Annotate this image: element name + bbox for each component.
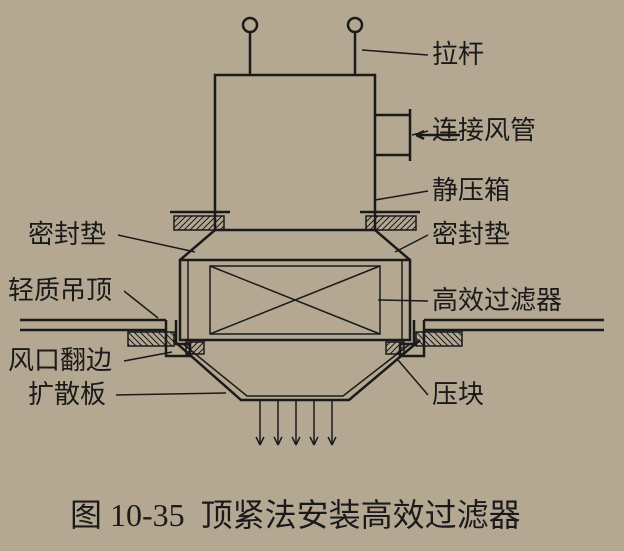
label-gasket-left: 密封垫 xyxy=(28,222,106,248)
label-plenum: 静压箱 xyxy=(432,178,510,204)
figure-caption: 图 10-35 顶紧法安装高效过滤器 xyxy=(70,490,521,536)
label-block: 压块 xyxy=(432,382,484,408)
caption-title: 顶紧法安装高效过滤器 xyxy=(201,497,521,533)
label-gasket-right: 密封垫 xyxy=(432,222,510,248)
label-duct: 连接风管 xyxy=(432,118,536,144)
diagram-page: 拉杆 连接风管 静压箱 密封垫 密封垫 轻质吊顶 高效过滤器 风口翻边 扩散板 … xyxy=(0,0,624,551)
label-flange: 风口翻边 xyxy=(8,348,112,374)
label-ceiling: 轻质吊顶 xyxy=(8,278,112,304)
label-rod: 拉杆 xyxy=(432,42,484,68)
label-filter: 高效过滤器 xyxy=(432,288,562,314)
label-diffuser: 扩散板 xyxy=(28,382,106,408)
caption-prefix: 图 10-35 xyxy=(70,497,185,533)
